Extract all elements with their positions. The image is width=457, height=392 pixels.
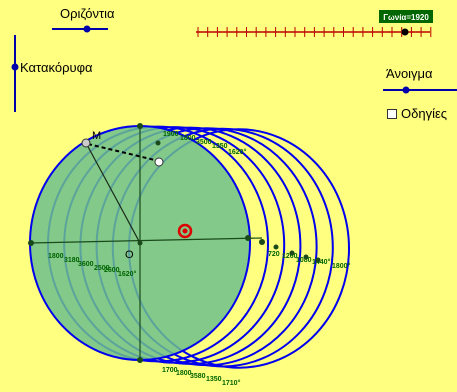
rim-points	[273, 244, 321, 263]
opening-slider-label: Άνοιγμα	[386, 66, 433, 81]
rim-point	[273, 244, 279, 250]
angle-label-bottom: 3580	[190, 373, 206, 380]
angle-label-left: 3600	[78, 261, 94, 268]
right-tip-point	[259, 239, 265, 245]
axis-point-left	[28, 240, 34, 246]
angle-slider-badge	[379, 10, 433, 23]
rim-point	[303, 254, 309, 260]
point-m[interactable]	[81, 138, 91, 148]
angle-label-bottom: 1710°	[222, 379, 241, 387]
angle-label-right: 1080	[296, 257, 312, 264]
red-target-point[interactable]	[177, 223, 193, 239]
angle-label-top: 1900	[163, 131, 179, 138]
vertical-slider-handle[interactable]	[11, 63, 19, 71]
horizontal-axis	[29, 237, 263, 244]
angle-label-right: 1800°	[332, 262, 351, 270]
angle-label-bottom: 1800	[176, 370, 192, 377]
angle-label-bottom: 1350	[206, 376, 222, 383]
angle-slider-value: Γωνία=1920	[383, 13, 429, 22]
rim-point	[289, 250, 295, 256]
label-o: O	[125, 249, 134, 261]
red-target-core	[182, 228, 188, 234]
angle-label-left: 2500	[94, 265, 110, 272]
opening-slider-handle[interactable]	[402, 86, 410, 94]
angle-label-top: 1800	[180, 135, 196, 142]
label-m: M	[92, 130, 101, 142]
center-point-o	[137, 240, 143, 246]
angle-label-right: 1260	[282, 253, 298, 260]
angle-label-left: 1620°	[118, 270, 137, 278]
instructions-checkbox-box[interactable]	[387, 108, 397, 119]
angle-slider[interactable]: Γωνία=1920	[196, 10, 433, 37]
white-point[interactable]	[154, 157, 164, 167]
horizontal-slider-label: Οριζόντια	[60, 6, 115, 21]
instructions-checkbox[interactable]: Οδηγίες	[387, 106, 447, 121]
instructions-checkbox-label: Οδηγίες	[401, 106, 448, 121]
axis-point-right	[245, 235, 251, 241]
angle-label-left: 3180	[64, 257, 80, 264]
axis-point-top	[137, 123, 143, 129]
angle-label-left: 1800	[48, 253, 64, 260]
dashed-chord	[87, 143, 160, 162]
horizontal-slider[interactable]: Οριζόντια	[52, 6, 115, 33]
angle-label-left: 2600	[104, 267, 120, 274]
angle-slider-handle[interactable]	[401, 28, 409, 36]
vertical-slider[interactable]: Κατακόρυφα	[11, 35, 94, 112]
angle-label-top: 3500	[196, 139, 212, 146]
horizontal-slider-handle[interactable]	[83, 25, 91, 33]
rim-point	[315, 257, 321, 263]
axis-point-bottom	[137, 357, 143, 363]
angle-label-right: 720	[268, 251, 280, 258]
angle-label-right: 1440°	[312, 258, 331, 266]
opening-slider[interactable]: Άνοιγμα	[383, 66, 457, 94]
vertical-slider-label: Κατακόρυφα	[20, 60, 93, 75]
angle-label-bottom: 1700	[162, 367, 178, 374]
angle-label-top: 1620°	[228, 148, 247, 156]
upper-point	[155, 140, 161, 146]
angle-label-top: 1350	[212, 143, 228, 150]
radius-om	[85, 142, 141, 244]
